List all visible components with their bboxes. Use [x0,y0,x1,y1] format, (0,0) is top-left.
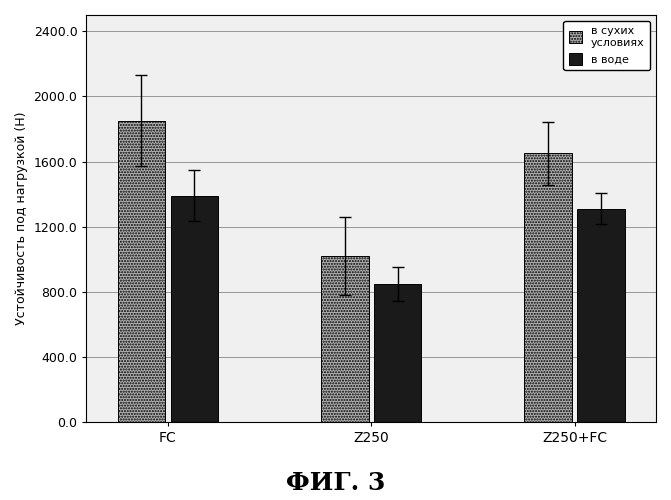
Bar [525,154,572,422]
Bar [321,256,368,422]
Y-axis label: Устойчивость под нагрузкой (Н): Устойчивость под нагрузкой (Н) [15,112,28,325]
Bar [170,196,218,422]
Legend: в сухих
условиях, в воде: в сухих условиях, в воде [564,20,650,70]
Bar [577,208,625,422]
Bar [374,284,421,422]
Text: ФИГ. 3: ФИГ. 3 [286,471,385,495]
Bar [117,121,165,422]
